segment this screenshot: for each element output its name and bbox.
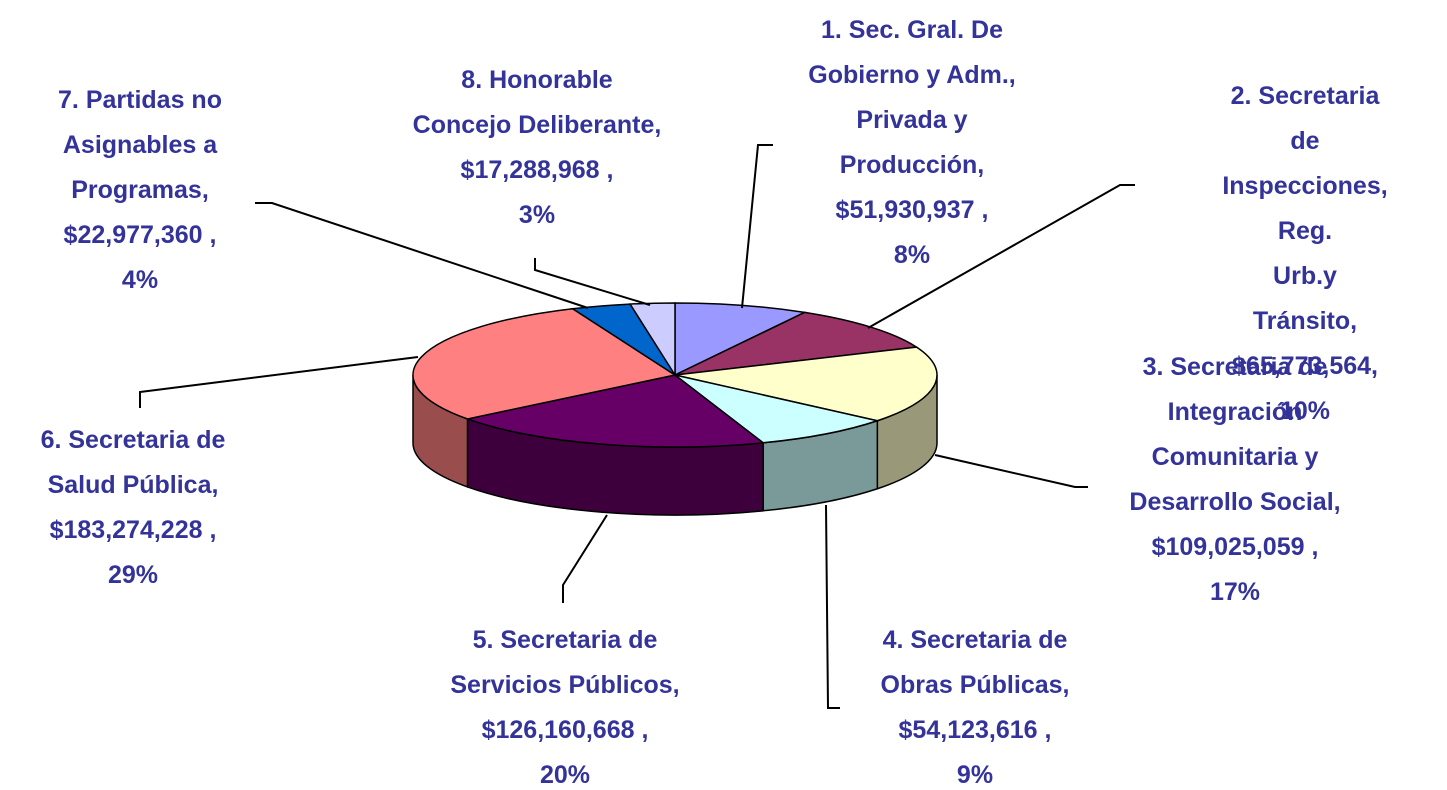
label-value: $65,773,564,: [1232, 352, 1378, 380]
data-label: 1. Sec. Gral. De Gobierno y Adm., Privad…: [808, 8, 1015, 278]
data-label: 7. Partidas no Asignables a Programas, $2…: [58, 78, 222, 303]
slice: [674, 346, 938, 422]
label-percent: 8%: [893, 241, 931, 269]
leader-line: [562, 514, 608, 603]
label-percent: 9%: [956, 761, 994, 789]
label-category: 3. Secretaria de Integración Comunitaria…: [1129, 353, 1341, 516]
label-value: $126,160,668 ,: [481, 716, 649, 744]
label-category: 1. Sec. Gral. De Gobierno y Adm., Privad…: [808, 16, 1016, 179]
slice: [464, 374, 766, 448]
label-value: $183,274,228 ,: [49, 516, 217, 544]
data-label: 8. Honorable Concejo Deliberante, $17,288…: [413, 58, 662, 238]
leader-line: [867, 184, 1135, 329]
data-label: 5. Secretaria de Servicios Públicos, $126…: [450, 618, 679, 790]
label-percent: 20%: [539, 761, 591, 789]
label-value: $17,288,968 ,: [460, 156, 614, 184]
leader-line: [534, 258, 651, 306]
label-value: $54,123,616 ,: [898, 716, 1052, 744]
slice: [412, 307, 677, 420]
label-category: 5. Secretaria de Servicios Públicos,: [450, 626, 680, 699]
label-percent: 3%: [518, 201, 556, 229]
leader-line: [139, 356, 419, 408]
data-label: 6. Secretaria de Salud Pública, $183,274,…: [41, 418, 226, 598]
slice: [674, 374, 881, 444]
label-category: 6. Secretaria de Salud Pública,: [40, 426, 226, 499]
label-value: $22,977,360 ,: [63, 221, 217, 249]
label-percent: 17%: [1209, 578, 1261, 606]
label-percent: 10%: [1279, 397, 1331, 425]
label-category: 8. Honorable Concejo Deliberante,: [412, 66, 662, 139]
leader-line: [825, 504, 840, 709]
leader-line: [741, 144, 773, 309]
label-category: 2. Secretaria de Inspecciones, Reg. Urb.…: [1222, 82, 1388, 335]
label-percent: 29%: [107, 561, 159, 589]
label-value: $109,025,059 ,: [1151, 533, 1319, 561]
data-label: 4. Secretaria de Obras Públicas, $54,123,…: [881, 618, 1070, 790]
label-percent: 4%: [121, 266, 159, 294]
data-label: 2. Secretaria de Inspecciones, Reg. Urb.…: [1222, 74, 1387, 434]
label-value: $51,930,937 ,: [835, 196, 989, 224]
label-category: 7. Partidas no Asignables a Programas,: [58, 86, 222, 204]
data-label: 3. Secretaria de Integración Comunitaria…: [1129, 345, 1340, 615]
leader-line: [255, 202, 589, 309]
slice: [628, 302, 676, 378]
label-category: 4. Secretaria de Obras Públicas,: [880, 626, 1070, 699]
leader-line: [934, 454, 1088, 488]
